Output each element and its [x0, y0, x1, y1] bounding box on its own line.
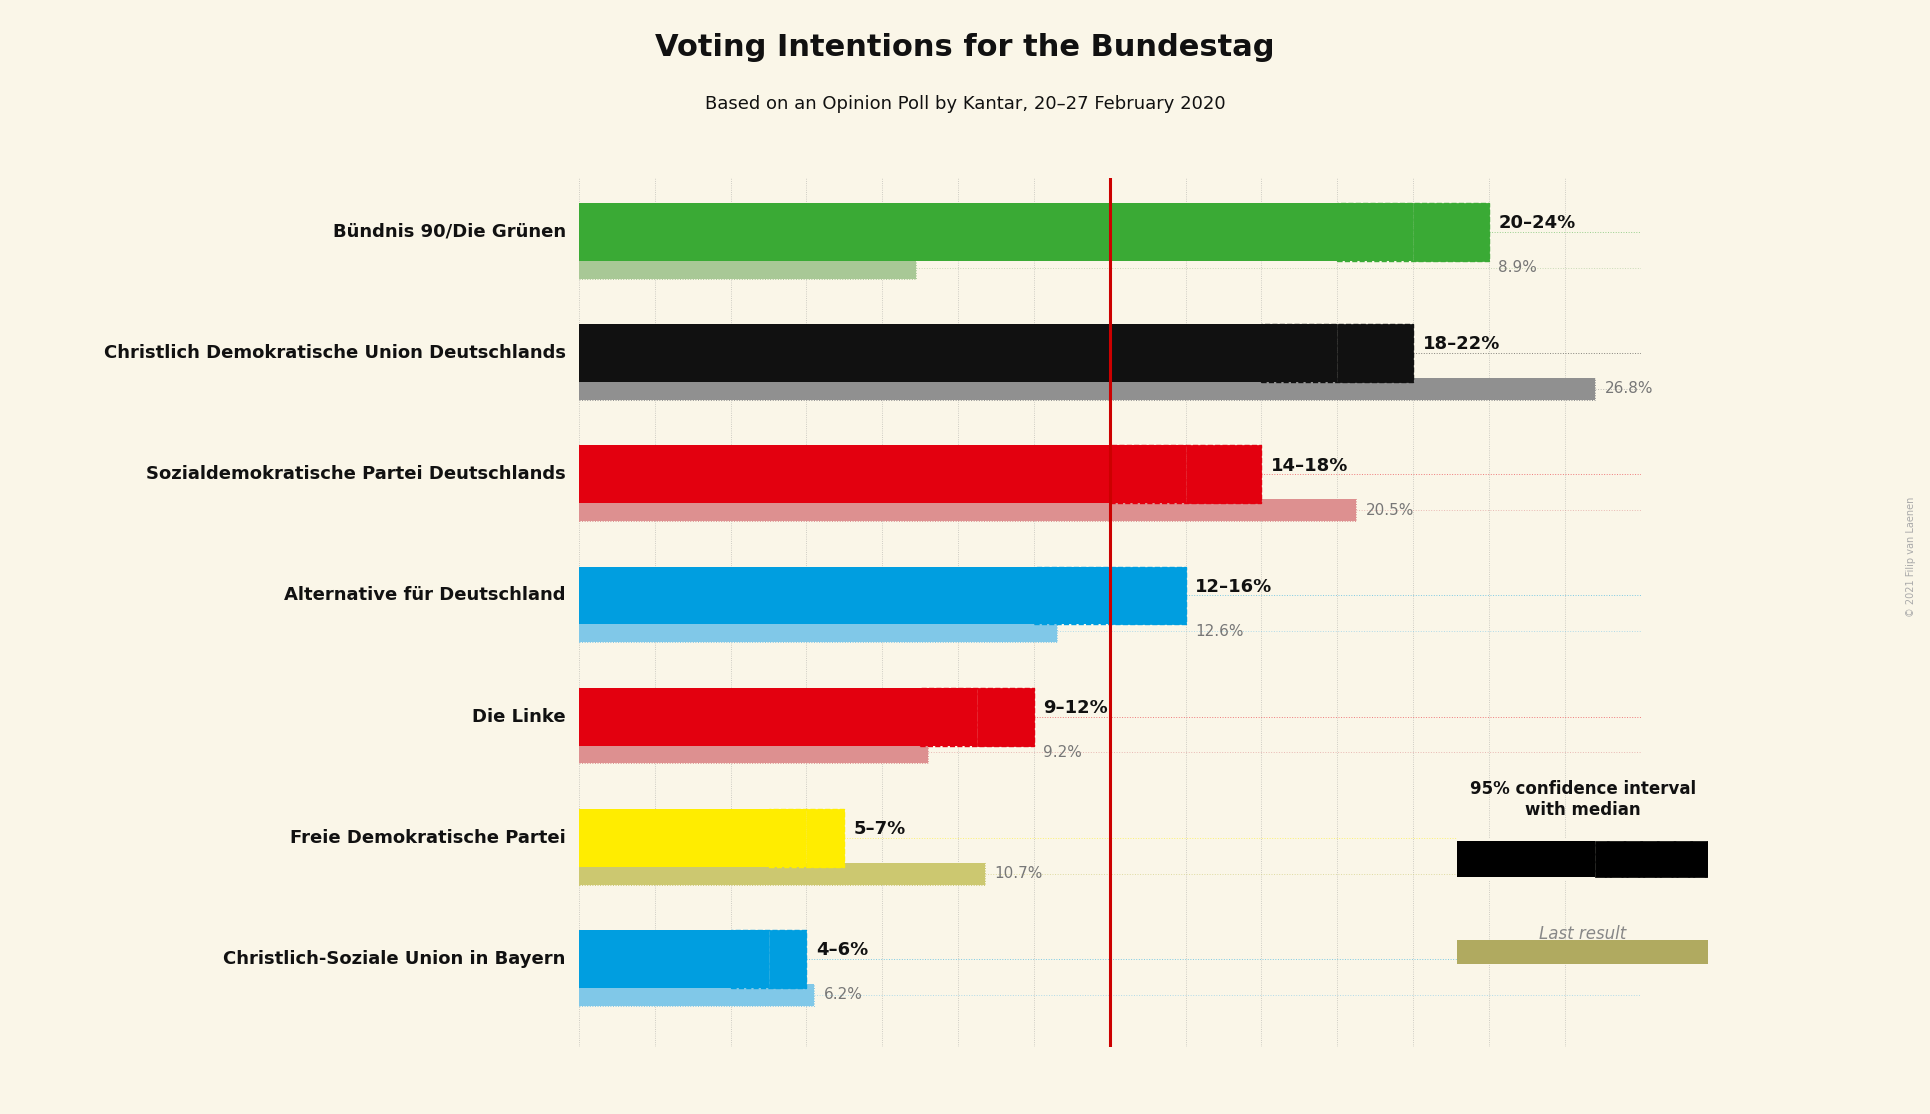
Text: Based on an Opinion Poll by Kantar, 20–27 February 2020: Based on an Opinion Poll by Kantar, 20–2… [704, 95, 1226, 113]
Text: 9–12%: 9–12% [1044, 698, 1108, 717]
Text: 12–16%: 12–16% [1195, 578, 1272, 596]
Bar [1110, 446, 1262, 504]
Text: Freie Demokratische Partei: Freie Demokratische Partei [290, 829, 565, 847]
Bar [1337, 203, 1488, 261]
Bar [579, 378, 1594, 400]
Bar [579, 324, 1337, 382]
Bar [1413, 203, 1488, 261]
Bar [579, 499, 1357, 521]
Bar [579, 862, 984, 885]
Bar [768, 930, 807, 988]
Bar [579, 809, 807, 867]
Bar [1457, 841, 1594, 877]
Bar [977, 687, 1034, 745]
Bar [1594, 841, 1708, 877]
Bar [579, 930, 768, 988]
Bar [579, 742, 928, 763]
Bar [768, 809, 845, 867]
Bar [579, 256, 917, 278]
Bar [921, 687, 1034, 745]
Text: 20–24%: 20–24% [1498, 214, 1575, 233]
Bar [579, 620, 1058, 643]
Bar [579, 862, 984, 885]
Text: Christlich-Soziale Union in Bayern: Christlich-Soziale Union in Bayern [224, 950, 565, 968]
Text: 10.7%: 10.7% [994, 867, 1042, 881]
Text: 20.5%: 20.5% [1366, 502, 1415, 518]
Bar [579, 446, 1185, 504]
Text: 12.6%: 12.6% [1195, 624, 1243, 638]
Bar [579, 742, 928, 763]
Text: 6.2%: 6.2% [824, 987, 863, 1003]
Bar [1034, 567, 1185, 625]
Text: © 2021 Filip van Laenen: © 2021 Filip van Laenen [1907, 497, 1916, 617]
Bar [807, 809, 845, 867]
Text: 18–22%: 18–22% [1422, 335, 1500, 353]
Bar [1110, 567, 1185, 625]
Bar [579, 984, 814, 1006]
Text: 26.8%: 26.8% [1604, 381, 1652, 397]
Bar [731, 930, 807, 988]
Text: Sozialdemokratische Partei Deutschlands: Sozialdemokratische Partei Deutschlands [147, 466, 565, 483]
Bar [1262, 324, 1413, 382]
Text: 95% confidence interval
with median: 95% confidence interval with median [1469, 780, 1696, 819]
Bar [1337, 324, 1413, 382]
Bar [579, 687, 977, 745]
Bar [579, 499, 1357, 521]
Text: 8.9%: 8.9% [1498, 261, 1536, 275]
Bar [579, 567, 1110, 625]
Bar [579, 620, 1058, 643]
Bar [579, 256, 917, 278]
Text: 9.2%: 9.2% [1044, 745, 1083, 760]
Text: Last result: Last result [1538, 925, 1627, 942]
Text: 5–7%: 5–7% [853, 820, 905, 838]
Text: Christlich Demokratische Union Deutschlands: Christlich Demokratische Union Deutschla… [104, 344, 565, 362]
Text: 14–18%: 14–18% [1270, 457, 1349, 475]
Bar [579, 984, 814, 1006]
Bar [579, 203, 1413, 261]
Bar [1185, 446, 1262, 504]
Text: Die Linke: Die Linke [473, 707, 565, 725]
Text: Voting Intentions for the Bundestag: Voting Intentions for the Bundestag [656, 33, 1274, 62]
Text: Bündnis 90/Die Grünen: Bündnis 90/Die Grünen [332, 223, 565, 241]
Text: 4–6%: 4–6% [816, 941, 868, 959]
Bar [579, 378, 1594, 400]
Text: Alternative für Deutschland: Alternative für Deutschland [284, 586, 565, 605]
